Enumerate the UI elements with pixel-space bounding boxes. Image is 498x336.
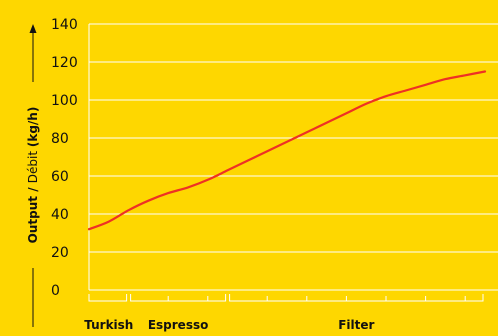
y-tick-label: 40 xyxy=(51,207,69,223)
y-tick-labels: 0 20 40 60 80 100 120 140 xyxy=(51,17,78,299)
y-axis-title: Output / Débit (kg/h) xyxy=(26,107,40,244)
y-axis-title-bold: Output xyxy=(26,196,40,244)
category-bracket xyxy=(130,294,227,302)
category-bracket xyxy=(229,294,484,302)
series-line xyxy=(87,70,487,231)
y-tick-label: 20 xyxy=(51,245,69,261)
y-tick-label: 80 xyxy=(51,131,69,147)
y-tick-label: 120 xyxy=(51,55,78,71)
series-group xyxy=(87,70,487,231)
y-axis-title-separator: / xyxy=(26,183,40,196)
y-tick-label: 100 xyxy=(51,93,78,109)
category-label: Turkish xyxy=(84,318,133,332)
y-axis-title-unit: (kg/h) xyxy=(26,107,40,147)
y-axis-arrow-icon xyxy=(29,24,37,33)
y-axis-title-normal: Débit xyxy=(26,147,40,183)
category-label: Espresso xyxy=(148,318,209,332)
y-tick-label: 60 xyxy=(51,169,69,185)
x-category-brackets: Turkish Espresso Filter xyxy=(84,294,484,332)
y-tick-label: 0 xyxy=(51,283,60,299)
grid xyxy=(89,23,498,253)
axes xyxy=(88,24,498,291)
y-axis-title-group: Output / Débit (kg/h) xyxy=(26,24,40,327)
category-bracket xyxy=(88,294,128,302)
category-label: Filter xyxy=(338,318,374,332)
y-tick-label: 140 xyxy=(51,17,78,33)
